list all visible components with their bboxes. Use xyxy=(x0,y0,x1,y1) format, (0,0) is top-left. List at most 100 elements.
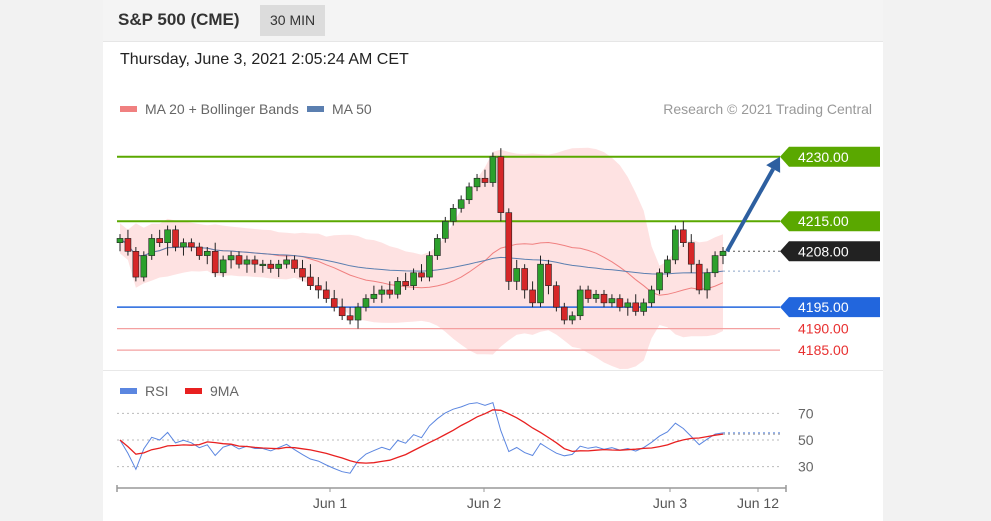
candle xyxy=(687,234,695,273)
candle xyxy=(640,298,647,316)
candle xyxy=(695,259,703,295)
candle xyxy=(211,242,219,278)
x-tick-label: Jun 12 xyxy=(737,495,779,511)
candle xyxy=(354,302,362,329)
candle xyxy=(434,234,441,260)
candle xyxy=(322,281,330,303)
rsi-panel: 70 50 30 xyxy=(117,402,814,475)
candle xyxy=(291,255,298,273)
level-label-4185.00: 4185.00 xyxy=(798,342,849,358)
chart-credit: Research © 2021 Trading Central xyxy=(663,101,872,117)
projection-arrow-head xyxy=(766,156,781,173)
level-tag-4230.00 xyxy=(780,146,880,167)
candle xyxy=(672,225,679,265)
projection-arrow-shaft xyxy=(725,168,775,253)
candle xyxy=(537,255,544,308)
candle xyxy=(386,281,394,299)
candle xyxy=(561,302,568,325)
candle xyxy=(584,285,592,303)
candle xyxy=(330,289,338,312)
candle xyxy=(148,234,156,260)
candle xyxy=(632,294,640,316)
candle xyxy=(140,251,148,282)
candle xyxy=(505,208,513,290)
projection-arrow xyxy=(725,156,781,253)
level-label-4190.00: 4190.00 xyxy=(798,321,849,337)
candle xyxy=(315,277,322,299)
chart-svg: MA 20 + Bollinger Bands MA 50 Research ©… xyxy=(103,101,883,511)
candle xyxy=(362,294,370,312)
candle xyxy=(394,277,401,299)
legend-swatch-ma50 xyxy=(307,106,324,112)
candle xyxy=(703,268,711,299)
candle xyxy=(592,289,600,303)
candle xyxy=(664,255,671,278)
rsi-ma-line xyxy=(119,409,724,464)
candle xyxy=(132,247,140,282)
candle xyxy=(283,255,290,269)
candle xyxy=(465,182,473,205)
chart-title: S&P 500 (CME) xyxy=(118,10,240,29)
candle xyxy=(457,195,465,213)
candle xyxy=(196,242,203,260)
candle xyxy=(156,229,163,247)
candlesticks xyxy=(116,148,727,329)
rsi-tick-label-30: 30 xyxy=(798,459,814,475)
x-tick-label: Jun 1 xyxy=(313,495,347,511)
candle xyxy=(481,169,489,187)
legend-swatch-rsi xyxy=(120,388,137,394)
candle xyxy=(164,225,171,256)
level-tag-4195.00 xyxy=(780,297,880,318)
candle xyxy=(275,259,282,278)
candle xyxy=(251,255,259,273)
candle xyxy=(338,298,346,321)
candle xyxy=(711,251,719,278)
legend-label-rsi: RSI xyxy=(145,383,168,399)
price-levels: 4230.00 4215.00 4208.00 4195.00 4190.00 4185.… xyxy=(117,146,880,358)
legend-label-ma20: MA 20 + Bollinger Bands xyxy=(145,101,299,117)
candle xyxy=(616,294,624,312)
candle xyxy=(124,229,132,256)
legend-label-ma50: MA 50 xyxy=(332,101,372,117)
x-tick-label: Jun 3 xyxy=(653,495,687,511)
legend-swatch-rsi-ma xyxy=(185,388,202,394)
candle xyxy=(219,255,227,278)
rsi-tick-label-70: 70 xyxy=(798,405,814,421)
candle xyxy=(719,247,727,265)
candle xyxy=(513,259,521,290)
candle xyxy=(648,285,655,308)
candle xyxy=(497,148,505,222)
candle xyxy=(267,259,275,273)
candle xyxy=(442,216,449,243)
legend-swatch-ma20 xyxy=(120,106,137,112)
candle xyxy=(172,225,179,252)
level-label-4215.00: 4215.00 xyxy=(798,213,849,229)
candle xyxy=(449,204,457,226)
x-axis: Jun 1 Jun 2 Jun 3 Jun 12 xyxy=(116,485,787,511)
candle xyxy=(553,281,560,312)
bollinger-band xyxy=(120,147,723,369)
bollinger-band-area xyxy=(120,147,723,369)
x-tick-label: Jun 2 xyxy=(467,495,501,511)
candle xyxy=(473,173,481,192)
level-label-4230.00: 4230.00 xyxy=(798,149,849,165)
candle xyxy=(680,221,687,247)
candle xyxy=(608,294,616,308)
candle xyxy=(346,307,354,325)
candle xyxy=(299,259,306,282)
candle xyxy=(235,251,243,269)
chart-header: S&P 500 (CME) 30 MIN xyxy=(103,0,883,42)
candle xyxy=(402,272,409,290)
level-tag-4215.00 xyxy=(780,211,880,232)
rsi-tick-label-50: 50 xyxy=(798,432,814,448)
candle xyxy=(600,289,608,308)
level-label-4195.00: 4195.00 xyxy=(798,299,849,315)
candle xyxy=(203,247,211,265)
candle xyxy=(568,311,576,325)
timeframe-badge[interactable]: 30 MIN xyxy=(260,5,326,36)
candle xyxy=(307,264,314,290)
candle xyxy=(521,264,528,299)
candle xyxy=(624,298,632,316)
chart-card: S&P 500 (CME) 30 MIN Thursday, June 3, 2… xyxy=(103,0,883,521)
candle xyxy=(418,264,425,282)
